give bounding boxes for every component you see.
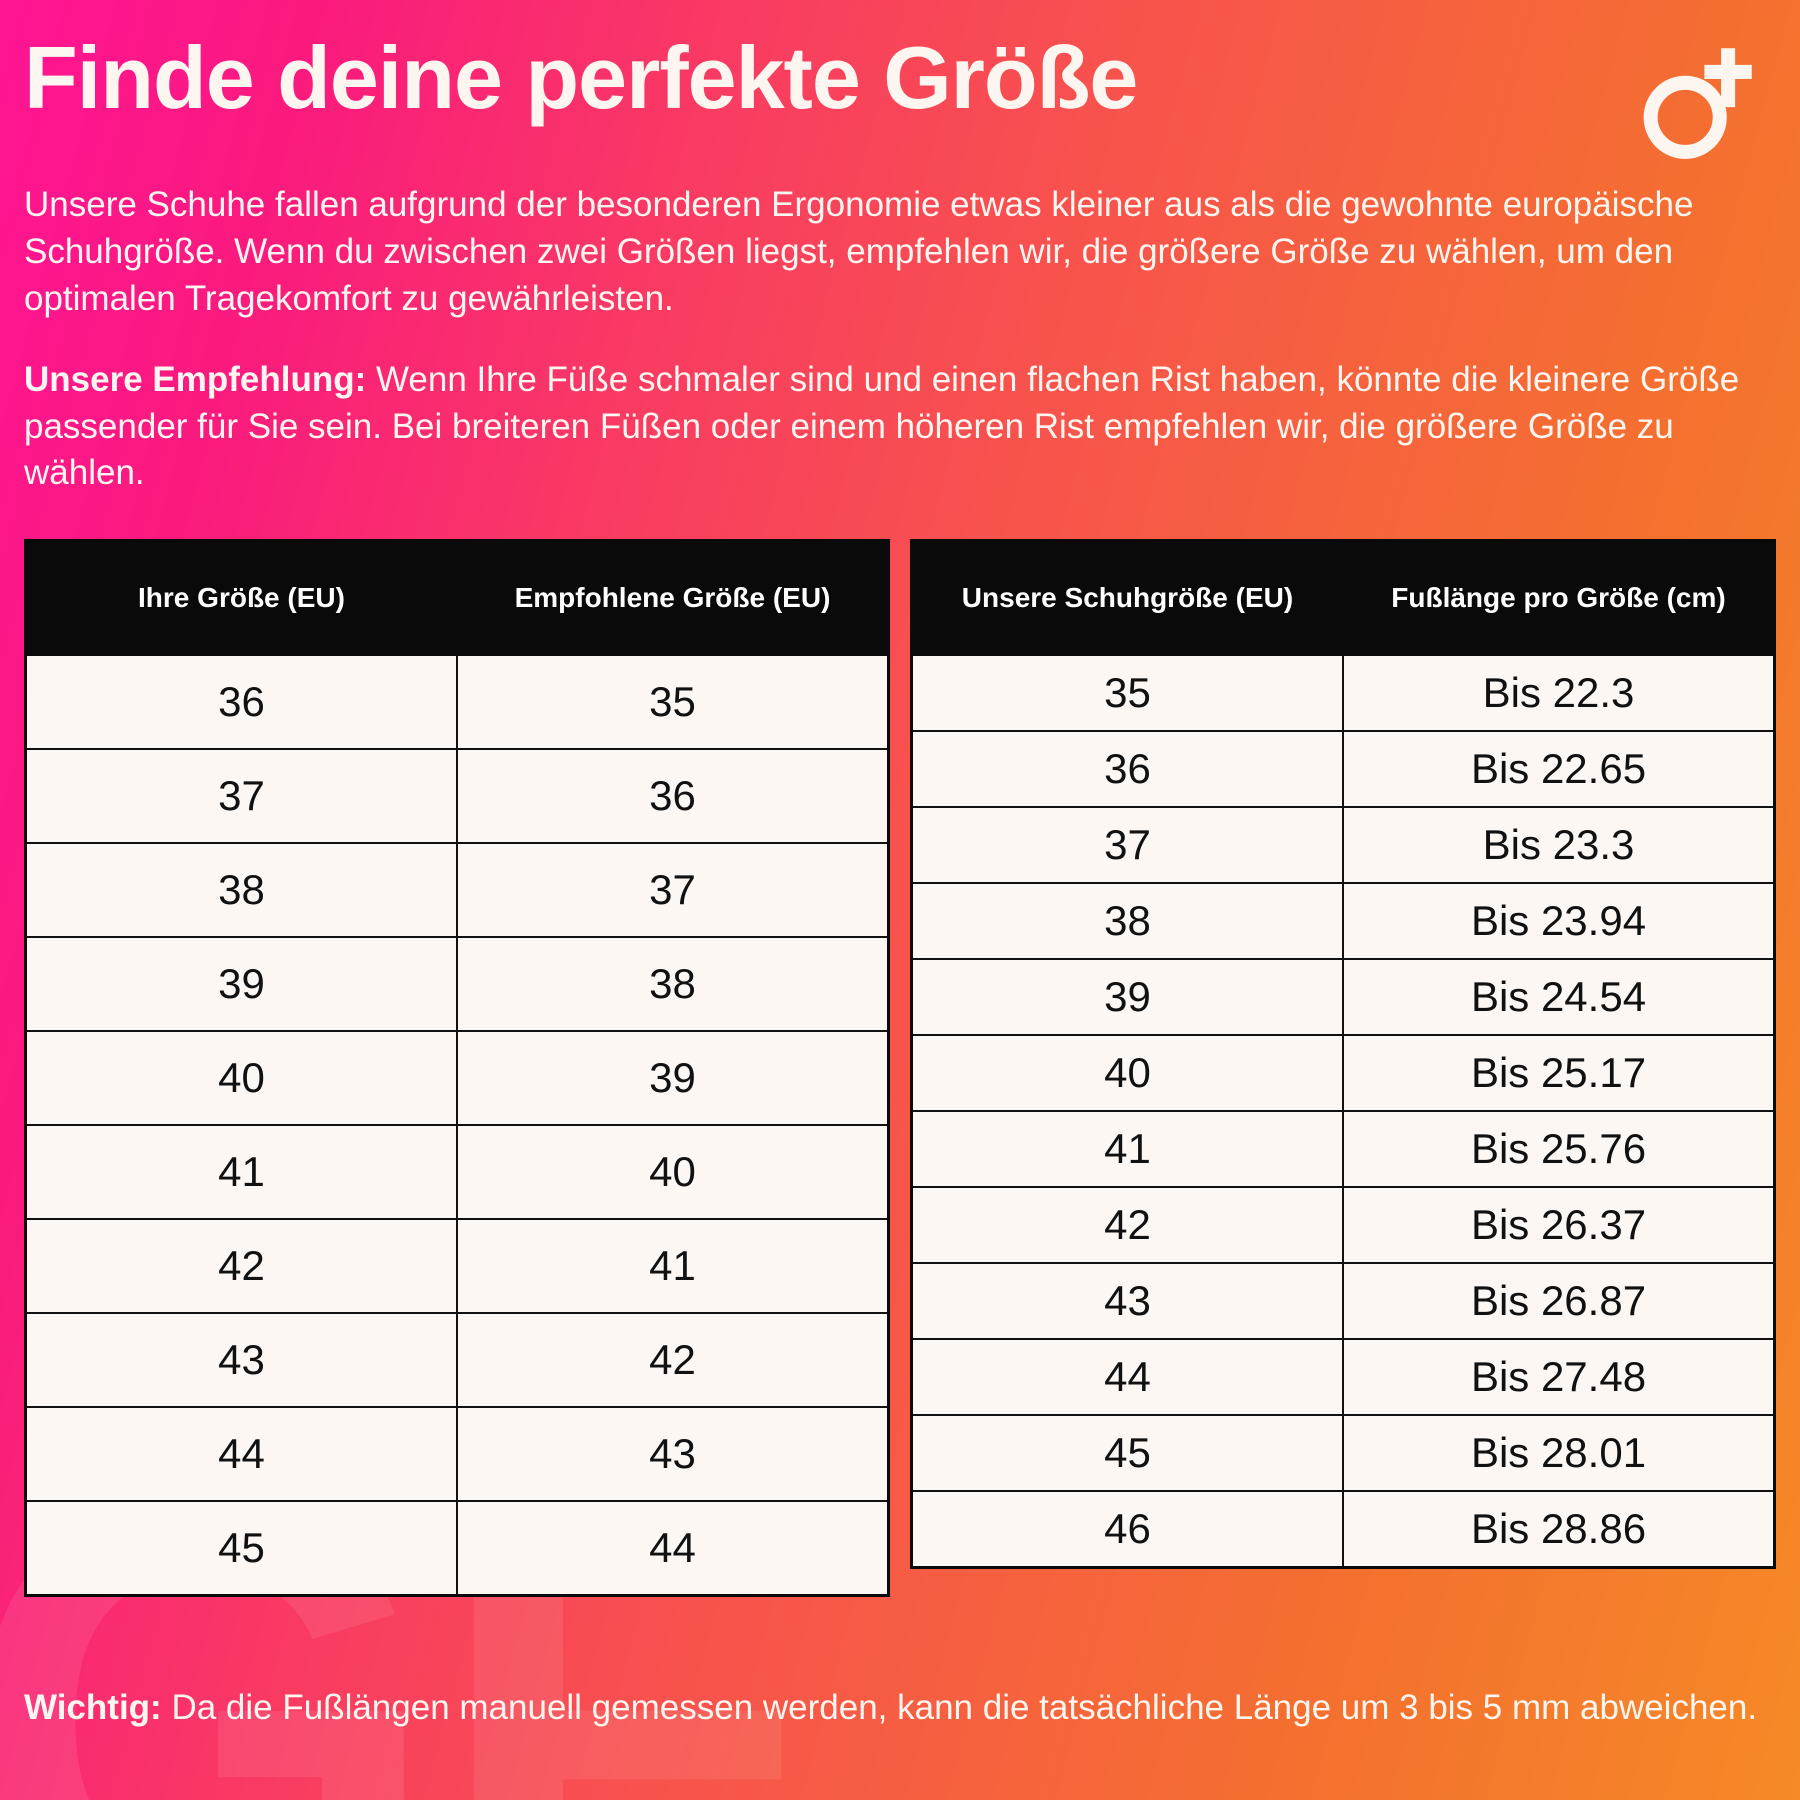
tables-container: Ihre Größe (EU) Empfohlene Größe (EU) 36… bbox=[24, 539, 1776, 1598]
table-cell: 36 bbox=[24, 654, 458, 751]
table-cell: 43 bbox=[910, 1262, 1344, 1341]
table-cell: Bis 25.76 bbox=[1342, 1110, 1776, 1189]
table-cell: 39 bbox=[24, 936, 458, 1033]
table-cell: 42 bbox=[24, 1218, 458, 1315]
important-note: Wichtig: Da die Fußlängen manuell gemess… bbox=[24, 1684, 1776, 1732]
table-cell: 42 bbox=[456, 1312, 890, 1409]
conversion-table-head: Ihre Größe (EU) Empfohlene Größe (EU) bbox=[24, 539, 890, 657]
table-cell: 38 bbox=[910, 882, 1344, 961]
table-row: 38 Bis 23.94 bbox=[910, 882, 1776, 961]
table-row: 41 40 bbox=[24, 1124, 890, 1221]
table-row: 40 Bis 25.17 bbox=[910, 1034, 1776, 1113]
table-row: 44 43 bbox=[24, 1406, 890, 1503]
table-cell: 43 bbox=[456, 1406, 890, 1503]
table-cell: 44 bbox=[456, 1500, 890, 1597]
table-row: 41 Bis 25.76 bbox=[910, 1110, 1776, 1189]
table-cell: Bis 25.17 bbox=[1342, 1034, 1776, 1113]
intro-paragraph: Unsere Schuhe fallen aufgrund der besond… bbox=[24, 185, 1694, 318]
gender-symbol-icon bbox=[1643, 48, 1752, 159]
table-row: 43 Bis 26.87 bbox=[910, 1262, 1776, 1341]
column-header-our-size: Unsere Schuhgröße (EU) bbox=[910, 539, 1344, 657]
table-cell: 38 bbox=[456, 936, 890, 1033]
table-cell: Bis 27.48 bbox=[1342, 1338, 1776, 1417]
table-row: 36 Bis 22.65 bbox=[910, 730, 1776, 809]
table-cell: 40 bbox=[910, 1034, 1344, 1113]
table-row: 43 42 bbox=[24, 1312, 890, 1409]
table-cell: 41 bbox=[24, 1124, 458, 1221]
table-header-row: Unsere Schuhgröße (EU) Fußlänge pro Größ… bbox=[910, 539, 1776, 657]
table-cell: 38 bbox=[24, 842, 458, 939]
table-cell: 35 bbox=[910, 654, 1344, 733]
table-header-row: Ihre Größe (EU) Empfohlene Größe (EU) bbox=[24, 539, 890, 657]
table-cell: 39 bbox=[456, 1030, 890, 1127]
table-cell: 40 bbox=[24, 1030, 458, 1127]
table-cell: 37 bbox=[24, 748, 458, 845]
table-cell: Bis 23.94 bbox=[1342, 882, 1776, 961]
table-cell: 43 bbox=[24, 1312, 458, 1409]
table-cell: Bis 28.86 bbox=[1342, 1490, 1776, 1569]
important-label: Wichtig: bbox=[24, 1687, 162, 1727]
column-header-foot-length: Fußlänge pro Größe (cm) bbox=[1342, 539, 1776, 657]
header: Finde deine perfekte Größe bbox=[24, 34, 1776, 166]
table-row: 42 Bis 26.37 bbox=[910, 1186, 1776, 1265]
table-row: 36 35 bbox=[24, 654, 890, 751]
conversion-table: Ihre Größe (EU) Empfohlene Größe (EU) 36… bbox=[24, 539, 890, 1598]
recommendation-paragraph: Unsere Empfehlung: Wenn Ihre Füße schmal… bbox=[24, 357, 1776, 498]
table-cell: 36 bbox=[456, 748, 890, 845]
page-title: Finde deine perfekte Größe bbox=[24, 28, 1138, 127]
table-row: 39 38 bbox=[24, 936, 890, 1033]
table-cell: Bis 23.3 bbox=[1342, 806, 1776, 885]
table-cell: 36 bbox=[910, 730, 1344, 809]
column-header-recommended-size: Empfohlene Größe (EU) bbox=[456, 539, 890, 657]
table-cell: 39 bbox=[910, 958, 1344, 1037]
table-cell: Bis 22.65 bbox=[1342, 730, 1776, 809]
table-cell: 37 bbox=[456, 842, 890, 939]
important-text: Da die Fußlängen manuell gemessen werden… bbox=[161, 1687, 1758, 1727]
conversion-table-body: 36 35 37 36 38 37 39 38 40 39 41 40 42 41 43 42 44 43 45 44 bbox=[24, 654, 890, 1597]
table-cell: Bis 24.54 bbox=[1342, 958, 1776, 1037]
footlength-table-head: Unsere Schuhgröße (EU) Fußlänge pro Größ… bbox=[910, 539, 1776, 657]
table-row: 37 Bis 23.3 bbox=[910, 806, 1776, 885]
table-row: 46 Bis 28.86 bbox=[910, 1490, 1776, 1569]
table-cell: Bis 22.3 bbox=[1342, 654, 1776, 733]
recommendation-label: Unsere Empfehlung: bbox=[24, 359, 367, 399]
table-cell: 41 bbox=[456, 1218, 890, 1315]
table-row: 42 41 bbox=[24, 1218, 890, 1315]
table-cell: 44 bbox=[910, 1338, 1344, 1417]
table-cell: 42 bbox=[910, 1186, 1344, 1265]
table-cell: Bis 28.01 bbox=[1342, 1414, 1776, 1493]
table-cell: 45 bbox=[24, 1500, 458, 1597]
table-cell: 40 bbox=[456, 1124, 890, 1221]
footlength-table: Unsere Schuhgröße (EU) Fußlänge pro Größ… bbox=[910, 539, 1776, 1570]
table-row: 45 Bis 28.01 bbox=[910, 1414, 1776, 1493]
table-row: 38 37 bbox=[24, 842, 890, 939]
table-row: 40 39 bbox=[24, 1030, 890, 1127]
column-header-your-size: Ihre Größe (EU) bbox=[24, 539, 458, 657]
table-row: 44 Bis 27.48 bbox=[910, 1338, 1776, 1417]
table-cell: Bis 26.37 bbox=[1342, 1186, 1776, 1265]
table-row: 35 Bis 22.3 bbox=[910, 654, 1776, 733]
table-cell: 46 bbox=[910, 1490, 1344, 1569]
table-cell: 35 bbox=[456, 654, 890, 751]
table-cell: 45 bbox=[910, 1414, 1344, 1493]
table-row: 39 Bis 24.54 bbox=[910, 958, 1776, 1037]
table-cell: Bis 26.87 bbox=[1342, 1262, 1776, 1341]
table-cell: 44 bbox=[24, 1406, 458, 1503]
table-cell: 37 bbox=[910, 806, 1344, 885]
footlength-table-wrap: Unsere Schuhgröße (EU) Fußlänge pro Größ… bbox=[910, 539, 1776, 1597]
recommendation-text: Wenn Ihre Füße schmaler sind und einen f… bbox=[24, 359, 1740, 493]
table-cell: 41 bbox=[910, 1110, 1344, 1189]
footlength-table-body: 35 Bis 22.3 36 Bis 22.65 37 Bis 23.3 38 Bis 23.… bbox=[910, 654, 1776, 1569]
table-row: 45 44 bbox=[24, 1500, 890, 1597]
conversion-table-wrap: Ihre Größe (EU) Empfohlene Größe (EU) 36… bbox=[24, 539, 890, 1598]
table-row: 37 36 bbox=[24, 748, 890, 845]
